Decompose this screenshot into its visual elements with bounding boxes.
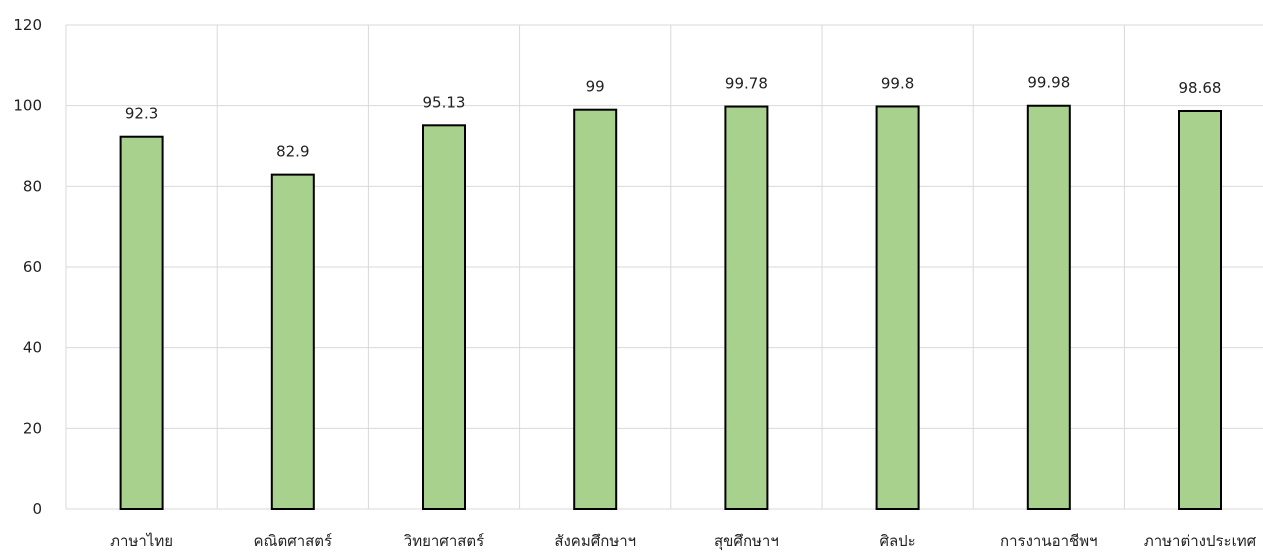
gridlines (65, 24, 1263, 510)
x-tick-label: การงานอาชีพฯ (1000, 532, 1098, 550)
data-label: 95.13 (423, 93, 466, 111)
bar (573, 108, 618, 510)
x-tick-label: ภาษาต่างประเทศ (1144, 532, 1257, 550)
bar (1178, 109, 1222, 511)
data-label: 92.3 (125, 105, 158, 123)
y-tick-label: 40 (23, 339, 42, 357)
data-label: 98.68 (1179, 79, 1222, 97)
y-tick-label: 100 (13, 97, 42, 115)
x-tick-label: คณิตศาสตร์ (254, 532, 333, 550)
x-tick-label: ภาษาไทย (110, 532, 173, 550)
data-label: 99 (586, 78, 605, 96)
y-tick-label: 60 (23, 258, 42, 276)
y-tick-label: 120 (13, 16, 42, 34)
y-axis-ticks: 0 20 40 60 80 100 120 (13, 16, 42, 518)
bar (1026, 104, 1071, 510)
data-label: 99.78 (725, 75, 768, 93)
data-labels: 92.3 82.9 95.13 99 99.78 99.8 99.98 98.68 (125, 74, 1222, 161)
data-label: 82.9 (276, 143, 309, 161)
bar (875, 105, 920, 511)
y-tick-label: 20 (23, 419, 42, 437)
bar (270, 173, 315, 511)
data-label: 99.98 (1027, 74, 1070, 92)
x-tick-label: วิทยาศาสตร์ (403, 532, 484, 550)
x-tick-label: สังคมศึกษาฯ (554, 532, 636, 550)
bars (119, 104, 1222, 511)
x-axis-ticks: ภาษาไทย คณิตศาสตร์ วิทยาศาสตร์ สังคมศึกษาฯ ส… (110, 532, 1256, 551)
data-label: 99.8 (881, 74, 914, 92)
x-tick-label: ศิลปะ (879, 532, 915, 550)
bar (724, 105, 769, 511)
bar (422, 124, 466, 511)
y-tick-label: 80 (23, 177, 42, 195)
bar (119, 135, 164, 510)
x-tick-label: สุขศึกษาฯ (714, 532, 779, 551)
y-tick-label: 0 (32, 500, 42, 518)
